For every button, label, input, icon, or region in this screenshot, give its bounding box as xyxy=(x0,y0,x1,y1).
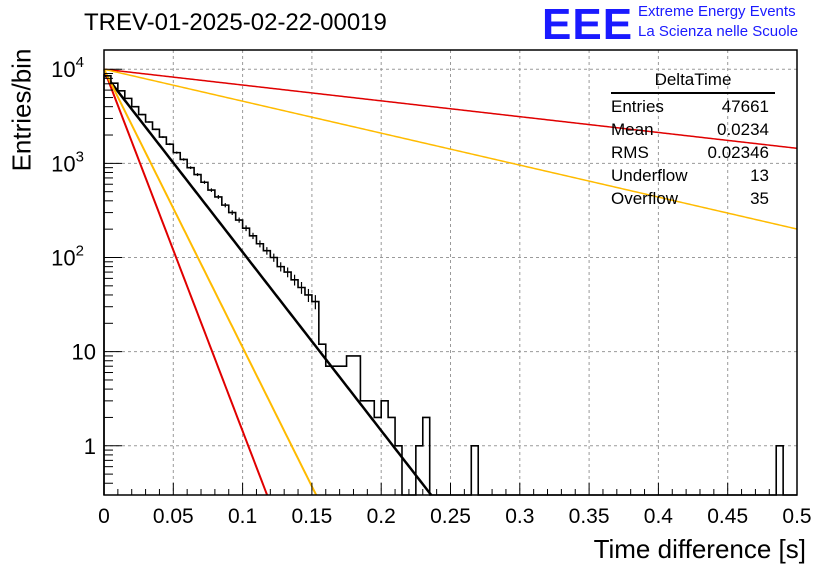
x-tick-label: 0 xyxy=(98,505,110,528)
stat-value: 13 xyxy=(750,166,769,185)
decay-curve-0 xyxy=(103,72,433,496)
y-tick-label: 1 xyxy=(84,434,96,459)
stat-row-overflow: Overflow 35 xyxy=(611,187,779,210)
x-tick-label: 0.25 xyxy=(430,505,471,528)
series-layer xyxy=(103,68,798,496)
x-tick-label: 0.5 xyxy=(782,505,811,528)
stat-label: RMS xyxy=(611,143,649,162)
stats-title: DeltaTime xyxy=(611,70,775,94)
x-tick-label: 0.3 xyxy=(505,505,534,528)
decay-curve-2 xyxy=(103,68,318,496)
y-tick-label: 102 xyxy=(51,242,84,270)
stat-value: 47661 xyxy=(721,97,769,116)
y-axis-label: Entries/bin xyxy=(6,48,37,172)
x-tick-labels: 0 0.05 0.1 0.15 0.2 0.25 0.3 0.35 0.4 0.45 0.5 xyxy=(98,505,811,528)
stat-label: Mean xyxy=(611,120,654,139)
y-tick-label: 10 xyxy=(72,340,96,365)
logo-line-1: Extreme Energy Events xyxy=(638,3,796,20)
x-tick-label: 0.4 xyxy=(644,505,674,528)
stat-row-entries: Entries 47661 xyxy=(611,95,779,118)
x-tick-label: 0.35 xyxy=(569,505,610,528)
x-tick-label: 0.05 xyxy=(153,505,194,528)
y-tick-label: 104 xyxy=(51,54,84,82)
tick-marks xyxy=(103,68,798,496)
stat-value: 0.02346 xyxy=(707,143,769,162)
grid xyxy=(104,50,797,495)
x-tick-label: 0.45 xyxy=(707,505,748,528)
decay-curve-1 xyxy=(103,68,269,496)
stat-row-mean: Mean 0.0234 xyxy=(611,118,779,141)
x-tick-label: 0.2 xyxy=(367,505,396,528)
x-tick-label: 0.1 xyxy=(228,505,257,528)
chart-title: TREV-01-2025-02-22-00019 xyxy=(84,9,387,36)
stat-label: Underflow xyxy=(611,166,688,185)
eee-logo: EEE xyxy=(542,0,634,49)
x-axis-label: Time difference [s] xyxy=(593,534,806,564)
logo-line-2: La Scienza nelle Scuole xyxy=(638,23,799,40)
stat-label: Overflow xyxy=(611,189,679,208)
stat-row-underflow: Underflow 13 xyxy=(611,164,779,187)
x-tick-label: 0.15 xyxy=(291,505,332,528)
y-tick-label: 103 xyxy=(51,148,84,176)
decay-curve-3 xyxy=(103,68,798,150)
stat-value: 0.0234 xyxy=(717,120,769,139)
decay-curve-4 xyxy=(103,68,798,230)
stat-value: 35 xyxy=(750,189,769,208)
stat-row-rms: RMS 0.02346 xyxy=(611,141,779,164)
stats-box: DeltaTime Entries 47661 Mean 0.0234 RMS … xyxy=(611,70,779,210)
stat-label: Entries xyxy=(611,97,664,116)
